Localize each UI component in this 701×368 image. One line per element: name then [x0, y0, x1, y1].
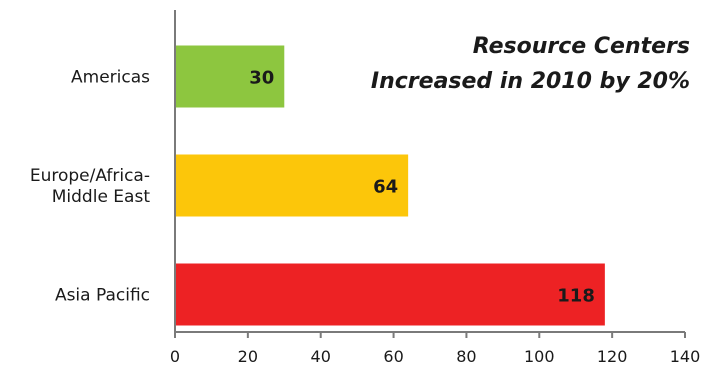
category-label-2-line-0: Asia Pacific	[55, 286, 150, 306]
category-label-1-line-0: Europe/Africa-	[30, 166, 150, 186]
x-tick-label-2: 40	[311, 347, 331, 366]
category-labels: Americas Europe/Africa-Middle East Asia Pa…	[30, 68, 150, 306]
x-tick-label-4: 80	[456, 347, 476, 366]
bar-value-label-2: 118	[557, 286, 595, 307]
bar-value-label-1: 64	[373, 177, 398, 198]
x-tick-label-0: 0	[170, 347, 180, 366]
x-tick-label-7: 140	[670, 347, 701, 366]
x-axis-ticks: 0 20 40 60 80 100 120 140	[170, 332, 700, 366]
chart-title-line-0: Resource Centers	[473, 34, 690, 59]
x-tick-label-3: 60	[383, 347, 403, 366]
x-tick-label-5: 100	[524, 347, 555, 366]
x-tick-label-1: 20	[238, 347, 258, 366]
axes	[174, 10, 685, 333]
bar-value-label-0: 30	[249, 68, 274, 89]
bar-1	[175, 154, 409, 217]
chart-title: Resource Centers Increased in 2010 by 20%	[371, 34, 690, 94]
category-label-0-line-0: Americas	[71, 68, 150, 88]
chart-title-line-1: Increased in 2010 by 20%	[371, 69, 690, 94]
category-label-1-line-1: Middle East	[52, 187, 151, 207]
bar-2	[175, 263, 605, 326]
x-tick-label-6: 120	[597, 347, 628, 366]
bar-0	[175, 45, 285, 108]
bars: 30 64 118	[175, 45, 605, 326]
